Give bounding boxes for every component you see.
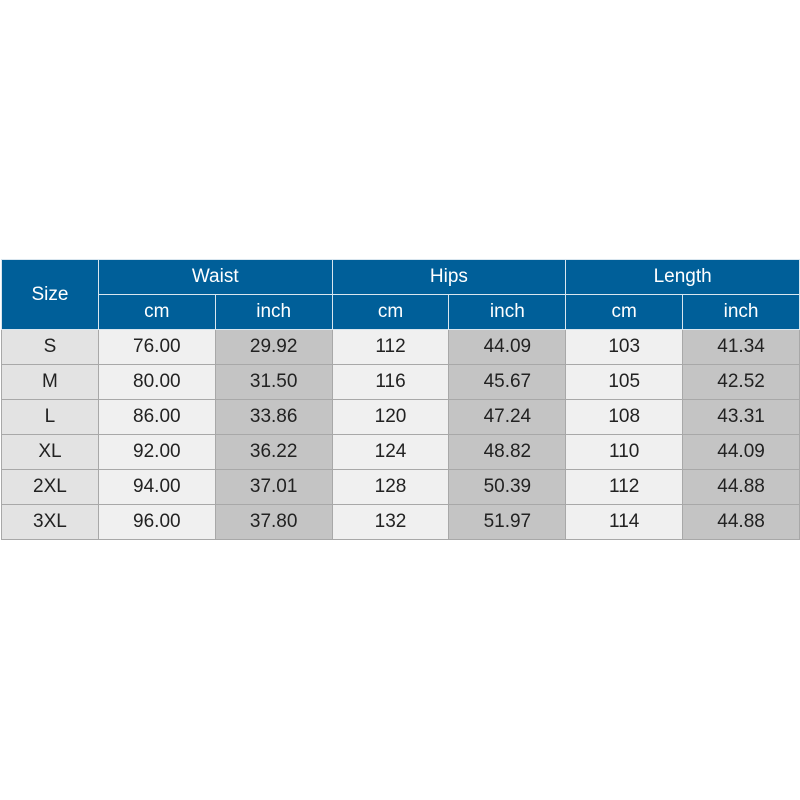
- waist-group-header: Waist: [97, 259, 333, 295]
- waist-cm-cell: 76.00: [97, 329, 216, 365]
- size-cell: 2XL: [1, 469, 99, 505]
- size-cell: S: [1, 329, 99, 365]
- size-column-header: Size: [1, 259, 99, 330]
- table-body: S 76.00 29.92 112 44.09 103 41.34 M 80.0…: [1, 329, 800, 540]
- waist-inch-cell: 31.50: [214, 364, 333, 400]
- waist-cm-header: cm: [97, 294, 216, 330]
- waist-inch-cell: 37.01: [214, 469, 333, 505]
- hips-inch-header: inch: [448, 294, 567, 330]
- waist-inch-cell: 36.22: [214, 434, 333, 470]
- length-cm-cell: 110: [565, 434, 684, 470]
- length-cm-cell: 112: [565, 469, 684, 505]
- hips-cm-cell: 120: [331, 399, 450, 435]
- waist-cm-cell: 80.00: [97, 364, 216, 400]
- length-group-header: Length: [565, 259, 800, 295]
- waist-inch-cell: 29.92: [214, 329, 333, 365]
- header-group-row: Size Waist Hips Length: [1, 259, 800, 330]
- waist-cm-cell: 94.00: [97, 469, 216, 505]
- hips-inch-cell: 47.24: [448, 399, 567, 435]
- length-inch-cell: 43.31: [682, 399, 800, 435]
- length-inch-cell: 44.09: [682, 434, 800, 470]
- size-chart-table: Size Waist Hips Length cm inch cm inch c…: [1, 259, 800, 540]
- hips-cm-cell: 132: [331, 504, 450, 540]
- waist-inch-cell: 33.86: [214, 399, 333, 435]
- length-cm-cell: 103: [565, 329, 684, 365]
- waist-cm-cell: 92.00: [97, 434, 216, 470]
- table-row: M 80.00 31.50 116 45.67 105 42.52: [1, 364, 800, 400]
- table-row: S 76.00 29.92 112 44.09 103 41.34: [1, 329, 800, 365]
- hips-cm-cell: 116: [331, 364, 450, 400]
- table-row: 2XL 94.00 37.01 128 50.39 112 44.88: [1, 469, 800, 505]
- size-cell: XL: [1, 434, 99, 470]
- waist-cm-cell: 96.00: [97, 504, 216, 540]
- hips-cm-header: cm: [331, 294, 450, 330]
- hips-inch-cell: 44.09: [448, 329, 567, 365]
- length-cm-cell: 105: [565, 364, 684, 400]
- table-row: 3XL 96.00 37.80 132 51.97 114 44.88: [1, 504, 800, 540]
- hips-inch-cell: 50.39: [448, 469, 567, 505]
- size-cell: M: [1, 364, 99, 400]
- waist-cm-cell: 86.00: [97, 399, 216, 435]
- length-cm-cell: 108: [565, 399, 684, 435]
- size-cell: L: [1, 399, 99, 435]
- hips-inch-cell: 51.97: [448, 504, 567, 540]
- hips-cm-cell: 112: [331, 329, 450, 365]
- length-cm-cell: 114: [565, 504, 684, 540]
- hips-cm-cell: 128: [331, 469, 450, 505]
- length-inch-cell: 41.34: [682, 329, 800, 365]
- header-unit-row: cm inch cm inch cm inch: [2, 294, 800, 330]
- size-cell: 3XL: [1, 504, 99, 540]
- table-header: Size Waist Hips Length cm inch cm inch c…: [1, 259, 800, 330]
- hips-inch-cell: 45.67: [448, 364, 567, 400]
- table-row: L 86.00 33.86 120 47.24 108 43.31: [1, 399, 800, 435]
- length-inch-cell: 42.52: [682, 364, 800, 400]
- hips-inch-cell: 48.82: [448, 434, 567, 470]
- length-inch-header: inch: [682, 294, 800, 330]
- hips-group-header: Hips: [331, 259, 567, 295]
- hips-cm-cell: 124: [331, 434, 450, 470]
- waist-inch-header: inch: [214, 294, 333, 330]
- table-row: XL 92.00 36.22 124 48.82 110 44.09: [1, 434, 800, 470]
- waist-inch-cell: 37.80: [214, 504, 333, 540]
- length-inch-cell: 44.88: [682, 469, 800, 505]
- length-inch-cell: 44.88: [682, 504, 800, 540]
- length-cm-header: cm: [565, 294, 684, 330]
